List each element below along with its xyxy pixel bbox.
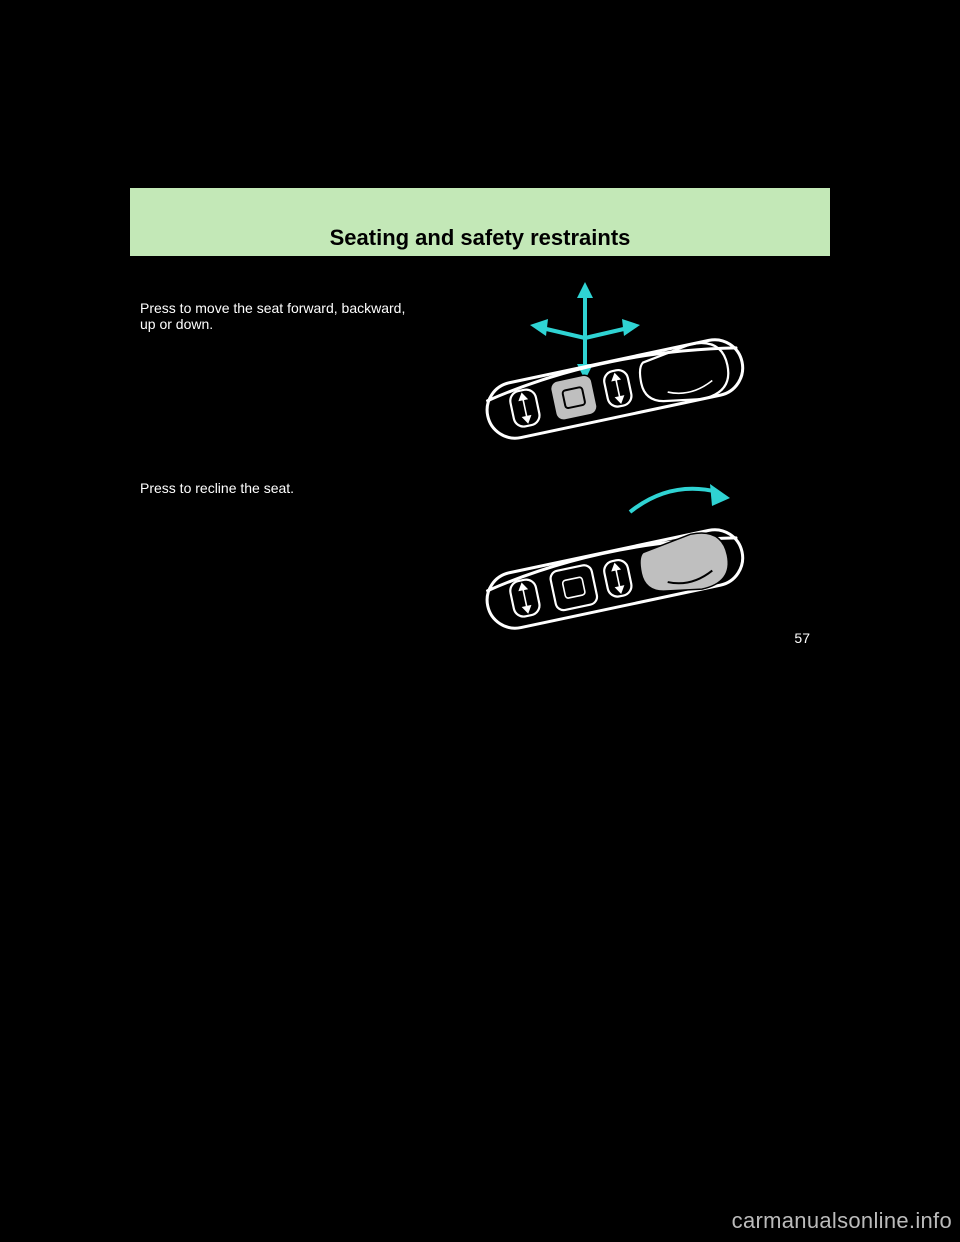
recline-knob-icon: [635, 528, 733, 601]
section-heading: Seating and safety restraints: [130, 225, 830, 251]
seat-control-panel-icon: [482, 335, 748, 444]
page-root: Seating and safety restraints Press to m…: [0, 0, 960, 1242]
center-square-button-icon: [549, 374, 598, 422]
page-number: 57: [794, 630, 810, 646]
seat-move-figure: [430, 280, 830, 450]
recline-arrow-icon: [630, 484, 730, 512]
seat-recline-caption: Press to recline the seat.: [140, 480, 420, 496]
seat-control-panel-icon: [482, 525, 748, 634]
watermark-text: carmanualsonline.info: [732, 1208, 952, 1234]
seat-move-caption: Press to move the seat forward, backward…: [140, 300, 420, 332]
seat-recline-figure: [430, 470, 830, 640]
